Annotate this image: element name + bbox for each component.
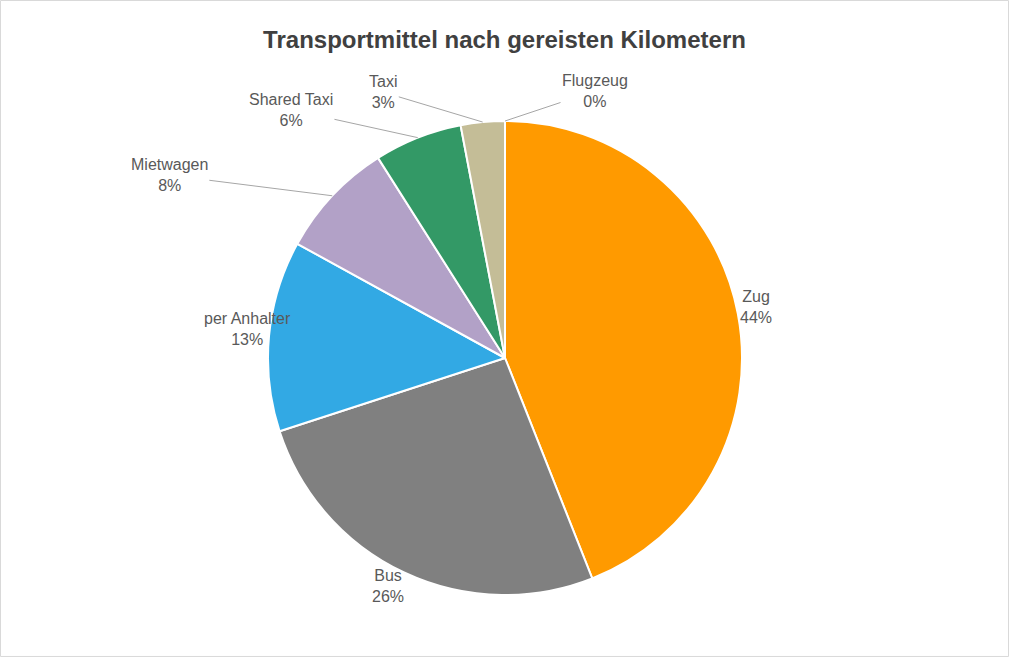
svg-text:Shared Taxi6%: Shared Taxi6% bbox=[249, 91, 333, 129]
svg-text:Taxi3%: Taxi3% bbox=[369, 73, 397, 111]
svg-text:Flugzeug0%: Flugzeug0% bbox=[562, 72, 628, 110]
svg-text:per Anhalter13%: per Anhalter13% bbox=[204, 310, 291, 348]
svg-text:Bus26%: Bus26% bbox=[372, 567, 404, 605]
svg-text:Mietwagen8%: Mietwagen8% bbox=[131, 156, 208, 194]
svg-text:Transportmittel nach gereisten: Transportmittel nach gereisten Kilometer… bbox=[263, 26, 746, 53]
svg-text:Zug44%: Zug44% bbox=[740, 288, 772, 326]
